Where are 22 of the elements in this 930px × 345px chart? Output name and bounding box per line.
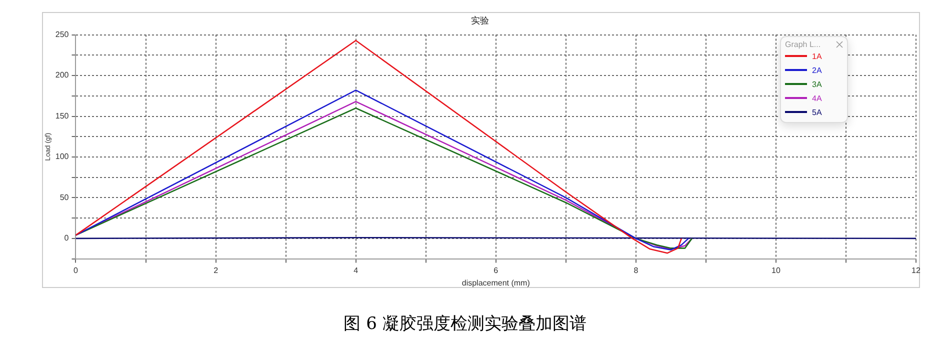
x-axis-title: displacement (mm) <box>462 278 530 288</box>
legend-label: 1A <box>812 52 822 60</box>
legend-label: 5A <box>812 108 822 116</box>
legend-label: 2A <box>812 66 822 74</box>
caption: 图 6 凝胶强度检测实验叠加图谱 <box>342 313 588 335</box>
x-tick-label: 8 <box>634 266 639 275</box>
y-tick-label: 150 <box>55 111 70 120</box>
x-tick-label: 12 <box>912 266 921 275</box>
x-tick-label: 10 <box>772 266 781 275</box>
y-tick-label: 200 <box>55 70 70 80</box>
y-tick-label: 250 <box>55 30 70 40</box>
y-tick-label: 50 <box>60 192 70 202</box>
legend-label: 3A <box>812 80 822 88</box>
y-tick-label: 100 <box>55 152 70 162</box>
legend-title: Graph L... <box>785 40 821 49</box>
x-tick-label: 2 <box>214 266 219 275</box>
chart-title: 实验 <box>471 16 489 27</box>
x-tick-label: 0 <box>74 266 79 275</box>
legend-label: 4A <box>812 94 822 102</box>
x-tick-label: 6 <box>494 266 499 275</box>
y-tick-label: 0 <box>64 234 70 243</box>
x-tick-label: 4 <box>354 266 359 275</box>
